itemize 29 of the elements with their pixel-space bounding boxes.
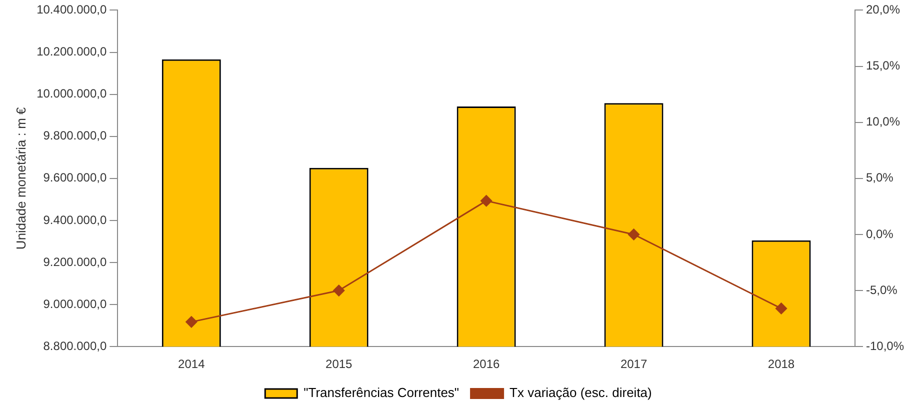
y-tick-label: 10.200.000,0 (36, 44, 107, 59)
y2-tick-label: -10,0% (866, 338, 904, 353)
x-tick-label: 2018 (768, 357, 795, 372)
x-tick-label: 2015 (326, 357, 353, 372)
y2-tick-label: 5,0% (866, 170, 894, 185)
legend-label: "Transferências Correntes" (304, 385, 460, 400)
point (186, 316, 198, 328)
y-axis-title: Unidade monetária : m € (13, 106, 28, 250)
y-tick-label: 9.200.000,0 (43, 254, 107, 269)
y2-tick-label: 20,0% (866, 2, 900, 17)
y-tick-label: 9.000.000,0 (43, 296, 107, 311)
point (628, 228, 640, 240)
y2-tick-label: 15,0% (866, 58, 900, 73)
x-tick-label: 2016 (472, 357, 500, 372)
point (480, 195, 492, 207)
y-tick-label: 8.800.000,0 (43, 338, 107, 353)
x-tick-label: 2014 (178, 357, 206, 372)
y-tick-label: 10.000.000,0 (36, 86, 107, 101)
y-tick-label: 9.400.000,0 (43, 212, 107, 227)
y-tick-label: 9.600.000,0 (43, 170, 107, 185)
y-tick-label: 9.800.000,0 (43, 128, 107, 143)
x-tick-label: 2017 (620, 357, 648, 372)
y-tick-label: 10.400.000,0 (36, 2, 107, 17)
y2-tick-label: 0,0% (866, 226, 894, 241)
point (333, 284, 345, 296)
y2-tick-label: 10,0% (866, 114, 900, 129)
y2-tick-label: -5,0% (866, 282, 898, 297)
legend-label: Tx variação (esc. direita) (510, 385, 652, 400)
point (776, 302, 787, 314)
